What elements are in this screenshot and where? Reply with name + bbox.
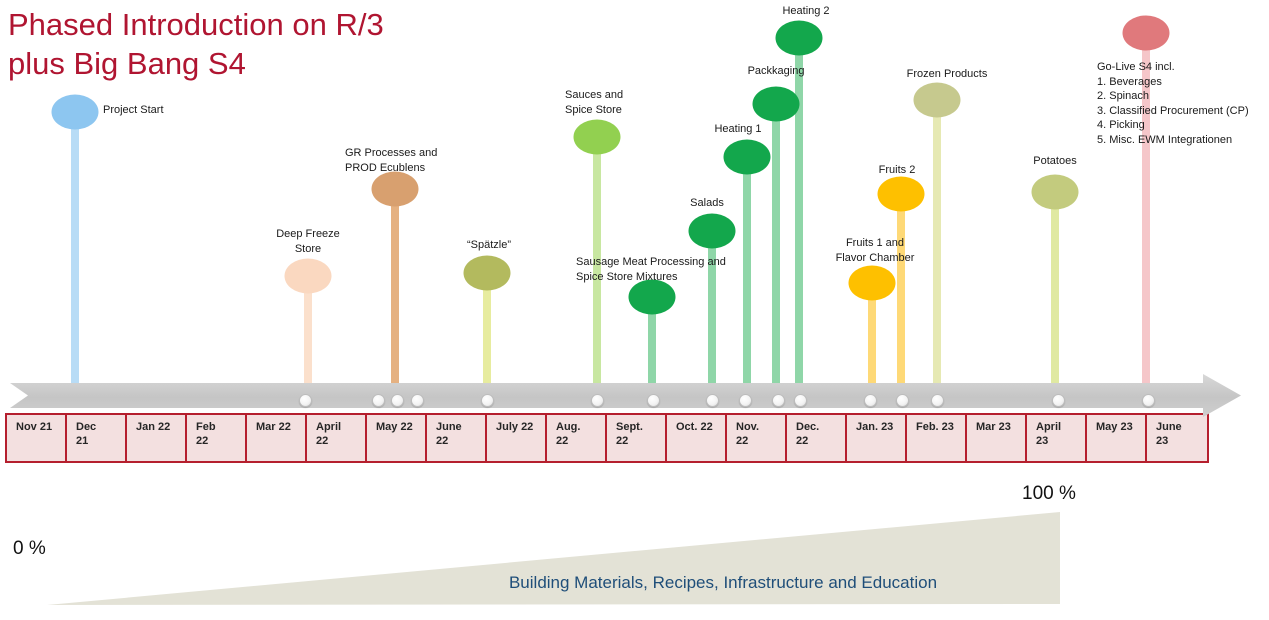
month-cell-5: April 22 (307, 415, 367, 461)
timeline-dot-11 (863, 393, 877, 407)
timeline-dot-3 (410, 393, 424, 407)
marker-frozen-products (913, 82, 961, 118)
label-potatoes: Potatoes (1033, 155, 1077, 167)
month-cell-7: June 22 (427, 415, 487, 461)
stick-fruits-2 (897, 194, 905, 402)
timeline-dot-4 (480, 393, 494, 407)
marker-sausage-meat-processing (628, 279, 676, 315)
month-cell-0: Nov 21 (7, 415, 67, 461)
month-cell-11: Oct. 22 (667, 415, 727, 461)
timeline-dot-1 (371, 393, 385, 407)
ramp-caption: Building Materials, Recipes, Infrastruct… (508, 573, 938, 592)
month-cell-6: May 22 (367, 415, 427, 461)
month-cell-9: Aug. 22 (547, 415, 607, 461)
stick-go-live-s4 (1142, 33, 1150, 402)
label-deep-freeze-store: Deep Freeze Store (276, 228, 340, 255)
marker-potatoes (1031, 174, 1079, 210)
month-cell-19: June 23 (1156, 421, 1182, 447)
stick-heating-2 (795, 38, 803, 402)
label-sauces-and-spice-store: Sauces and Spice Store (565, 89, 624, 116)
month-cell-2: Jan 22 (127, 415, 187, 461)
marker-heating-2 (775, 20, 823, 56)
label-salads: Salads (690, 197, 724, 209)
marker-spaetzle (463, 255, 511, 291)
month-cell-13: Dec. 22 (787, 415, 847, 461)
stick-frozen-products (933, 100, 941, 402)
slide-title: Phased Introduction on R/3 plus Big Bang… (8, 7, 384, 81)
month-cell-3: Feb 22 (187, 415, 247, 461)
timeline-dot-12 (895, 393, 909, 407)
label-gr-processes-prod-ecublens: GR Processes and PROD Ecublens (345, 147, 438, 174)
timeline-dot-14 (1051, 393, 1065, 407)
timeline-dot-2 (390, 393, 404, 407)
label-fruits-2: Fruits 2 (878, 164, 916, 176)
label-project-start: Project Start (103, 104, 164, 116)
timeline-dot-10 (793, 393, 807, 407)
label-packkaging: Packkaging (747, 65, 805, 77)
stick-heating-1 (743, 157, 751, 402)
timeline-dot-0 (298, 393, 312, 407)
stick-sausage-meat-processing (648, 297, 656, 402)
label-heating-1: Heating 1 (714, 123, 762, 135)
marker-go-live-s4 (1122, 15, 1170, 51)
month-cell-15: Feb. 23 (907, 415, 967, 461)
month-cell-4: Mar 22 (247, 415, 307, 461)
marker-heating-1 (723, 139, 771, 175)
marker-salads (688, 213, 736, 249)
label-fruits-1-and-flavor-chamber: Fruits 1 and Flavor Chamber (835, 237, 915, 264)
stick-salads (708, 231, 716, 402)
stick-fruits-1-and-flavor-chamber (868, 283, 876, 402)
marker-deep-freeze-store (284, 258, 332, 294)
marker-fruits-1-and-flavor-chamber (848, 265, 896, 301)
label-heating-2: Heating 2 (782, 5, 830, 17)
month-cell-8: July 22 (487, 415, 547, 461)
month-cell-14: Jan. 23 (847, 415, 907, 461)
timeline-dot-6 (646, 393, 660, 407)
ramp-end-percent: 100 % (1022, 483, 1076, 504)
month-cell-18: May 23 (1087, 415, 1147, 461)
timeline-dot-5 (590, 393, 604, 407)
label-frozen-products: Frozen Products (906, 68, 988, 80)
stick-packkaging (772, 104, 780, 402)
timeline-dot-15 (1141, 393, 1155, 407)
marker-fruits-2 (877, 176, 925, 212)
stick-project-start (71, 112, 79, 402)
timeline-dot-7 (705, 393, 719, 407)
stick-gr-processes-prod-ecublens (391, 189, 399, 402)
timeline-dot-13 (930, 393, 944, 407)
stick-spaetzle (483, 273, 491, 402)
marker-packkaging (752, 86, 800, 122)
label-spaetzle: “Spätzle” (466, 239, 512, 251)
timeline-dot-9 (771, 393, 785, 407)
marker-project-start (51, 94, 99, 130)
label-go-live-s4: Go-Live S4 incl. 1. Beverages 2. Spinach… (1097, 61, 1249, 146)
stick-sauces-and-spice-store (593, 137, 601, 402)
month-cell-10: Sept. 22 (607, 415, 667, 461)
month-table: Nov 21 Dec 21 Jan 22 Feb 22 Mar 22 April 22 Ma… (5, 413, 1209, 463)
label-sausage-meat-processing: Sausage Meat Processing and Spice Store … (576, 256, 726, 283)
ramp-start-percent: 0 % (13, 538, 46, 559)
stick-deep-freeze-store (304, 276, 312, 402)
timeline-dot-8 (738, 393, 752, 407)
month-cell-12: Nov. 22 (727, 415, 787, 461)
marker-gr-processes-prod-ecublens (371, 171, 419, 207)
month-cell-17: April 23 (1027, 415, 1087, 461)
month-cell-16: Mar 23 (967, 415, 1027, 461)
stick-potatoes (1051, 192, 1059, 402)
marker-sauces-and-spice-store (573, 119, 621, 155)
month-cell-1: Dec 21 (67, 415, 127, 461)
